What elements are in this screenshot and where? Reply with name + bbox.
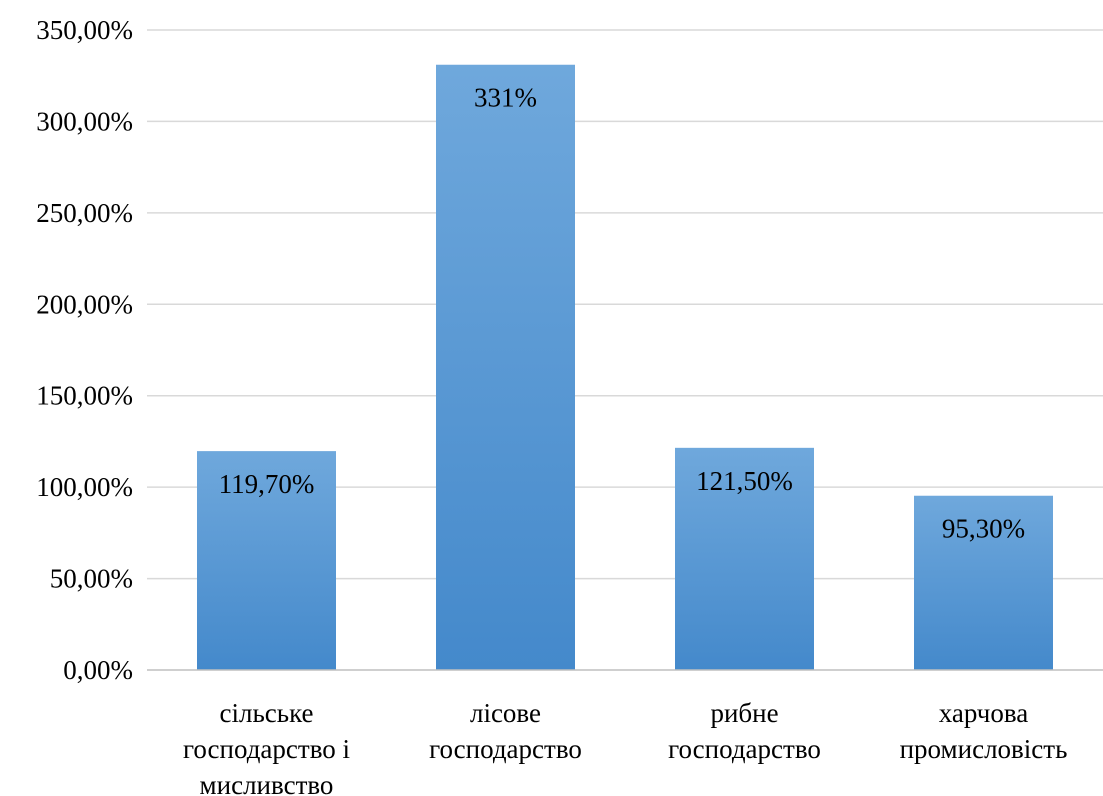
data-label: 331% bbox=[474, 83, 537, 113]
category-label-line: господарство bbox=[668, 734, 821, 764]
y-tick-label: 300,00% bbox=[36, 106, 133, 136]
y-tick-label: 0,00% bbox=[63, 655, 133, 685]
y-tick-label: 200,00% bbox=[36, 289, 133, 319]
bar bbox=[436, 64, 575, 670]
category-label: лісове господарство bbox=[429, 698, 582, 764]
bar bbox=[197, 451, 336, 670]
y-tick-label: 50,00% bbox=[50, 564, 133, 594]
y-tick-label: 350,00% bbox=[36, 15, 133, 45]
y-axis-tick-labels: 0,00% 50,00% 100,00% 150,00% 200,00% 250,00% 3… bbox=[36, 15, 133, 685]
category-label-line: господарство bbox=[429, 734, 582, 764]
y-tick-label: 250,00% bbox=[36, 198, 133, 228]
category-label-line: рибне bbox=[710, 698, 778, 728]
category-label-line: промисловість bbox=[900, 734, 1068, 764]
category-label-line: господарство і bbox=[183, 734, 350, 764]
category-label-line: мисливство bbox=[200, 770, 334, 796]
bar bbox=[675, 447, 814, 670]
data-label: 119,70% bbox=[219, 469, 315, 499]
y-tick-label: 100,00% bbox=[36, 472, 133, 502]
data-label: 95,30% bbox=[942, 514, 1025, 544]
category-label-line: сільське bbox=[220, 698, 314, 728]
category-label: рибне господарство bbox=[668, 698, 821, 764]
category-label-line: лісове bbox=[470, 698, 541, 728]
category-label: харчова промисловість bbox=[900, 698, 1068, 764]
data-labels: 119,70% 331% 121,50% 95,30% bbox=[219, 83, 1026, 544]
bars bbox=[197, 64, 1053, 670]
y-tick-label: 150,00% bbox=[36, 381, 133, 411]
data-label: 121,50% bbox=[696, 466, 793, 496]
x-axis-category-labels: сільське господарство і мисливство лісове го… bbox=[183, 698, 1067, 796]
bar bbox=[914, 495, 1053, 670]
category-label: сільське господарство і мисливство bbox=[183, 698, 350, 796]
category-label-line: харчова bbox=[939, 698, 1028, 728]
